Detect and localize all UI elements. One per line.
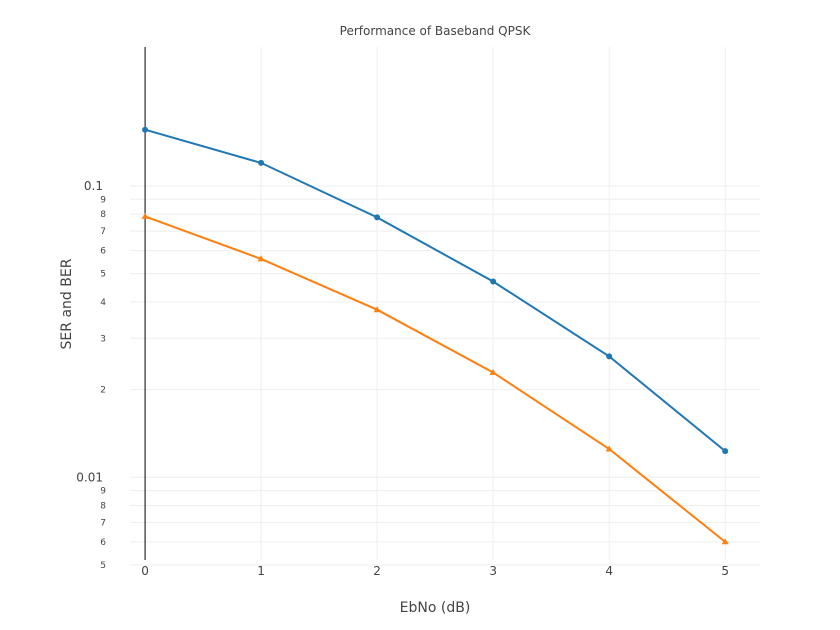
series-2-point (373, 306, 381, 313)
series-2-point (257, 255, 265, 262)
y-tick-label-minor: 9 (100, 487, 106, 497)
series-2-point (721, 538, 729, 545)
y-tick-label-minor: 6 (100, 538, 106, 548)
x-tick-label: 1 (257, 564, 265, 578)
chart-title: Performance of Baseband QPSK (340, 24, 532, 38)
y-tick-label-major: 0.1 (84, 179, 103, 193)
x-axis-title: EbNo (dB) (400, 600, 471, 616)
y-tick-label-minor: 4 (100, 298, 106, 308)
series-layer (141, 126, 729, 545)
x-tick-label: 5 (721, 564, 729, 578)
series-2-point (605, 445, 613, 452)
series-1-point (374, 214, 381, 221)
series-1-line (144, 128, 726, 452)
series-2-line (144, 215, 726, 543)
y-tick-label-minor: 5 (100, 270, 106, 280)
y-axis-title: SER and BER (59, 258, 75, 349)
y-tick-label-minor: 9 (100, 195, 106, 205)
y-tick-labels: 0.1 0.01 9 8 7 6 5 4 3 2 9 8 7 6 5 (76, 179, 106, 571)
series-1-point (606, 353, 613, 360)
x-tick-label: 2 (373, 564, 381, 578)
x-tick-label: 3 (489, 564, 497, 578)
series-2-point (141, 212, 149, 219)
y-tick-label-minor: 6 (100, 247, 106, 257)
y-tick-label-minor: 2 (100, 386, 106, 396)
grid-layer (130, 47, 760, 566)
series-1-point (142, 126, 149, 133)
x-tick-label: 4 (605, 564, 613, 578)
y-tick-label-minor: 3 (100, 334, 106, 344)
x-tick-label: 0 (141, 564, 149, 578)
y-tick-label-minor: 8 (100, 210, 106, 220)
series-2-point (489, 369, 497, 375)
y-tick-label-minor: 7 (100, 227, 106, 237)
y-tick-label-minor: 7 (100, 518, 106, 528)
series-1-point (258, 159, 265, 166)
x-tick-labels: 0 1 2 3 4 5 (141, 564, 729, 578)
y-tick-label-minor: 8 (100, 502, 106, 512)
y-tick-label-major: 0.01 (76, 470, 103, 484)
series-1-point (722, 448, 729, 455)
series-1-point (490, 278, 497, 285)
y-tick-label-minor: 5 (100, 561, 106, 571)
